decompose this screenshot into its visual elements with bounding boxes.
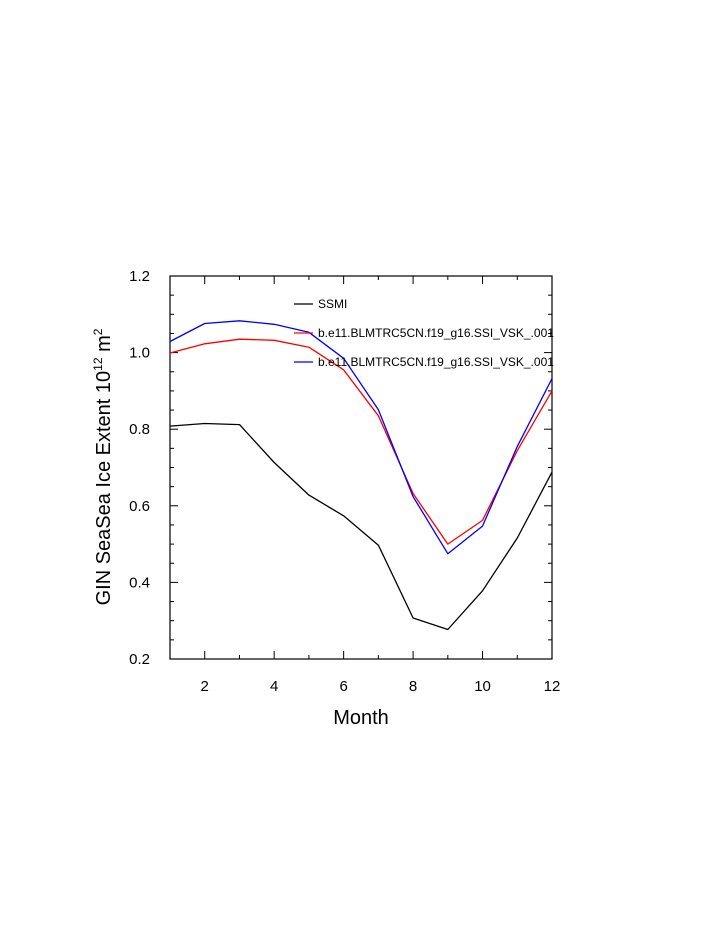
axis-ticks <box>169 275 553 660</box>
series-lines <box>169 320 553 631</box>
tick-labels: 2 4 6 8 10 12 0.2 0.4 0.6 0.8 1.0 1.2 <box>129 268 560 695</box>
legend-label-red: b.e11.BLMTRC5CN.f19_g16.SSI_VSK_.001 <box>318 326 554 340</box>
series-line-ssmi <box>169 422 553 631</box>
x-tick-label: 12 <box>544 678 561 695</box>
y-tick-label: 0.8 <box>129 421 150 438</box>
x-tick-label: 10 <box>474 678 491 695</box>
legend-label-blue: b.e11.BLMTRC5CN.f19_g16.SSI_VSK_.001 <box>318 355 554 369</box>
y-axis-title-unit: m <box>93 335 115 357</box>
x-tick-label: 4 <box>270 678 278 695</box>
y-tick-label: 0.6 <box>129 498 150 515</box>
y-tick-label: 1.0 <box>129 345 150 362</box>
y-axis-title-unit-exponent: 2 <box>91 328 105 335</box>
y-axis-title-exponent: 12 <box>91 357 105 371</box>
series-line-red <box>169 338 553 545</box>
legend-label-ssmi: SSMI <box>318 297 347 311</box>
legend: SSMI b.e11.BLMTRC5CN.f19_g16.SSI_VSK_.00… <box>294 297 554 369</box>
x-tick-label: 6 <box>339 678 347 695</box>
y-tick-label: 0.2 <box>129 651 150 668</box>
y-axis-title: GIN SeaSea Ice Extent 1012 m2 <box>91 328 115 605</box>
x-tick-label: 2 <box>201 678 209 695</box>
x-tick-label: 8 <box>409 678 417 695</box>
y-tick-label: 0.4 <box>129 574 150 591</box>
series-line-blue <box>169 320 553 555</box>
x-axis-title: Month <box>333 707 389 729</box>
y-axis-title-main: GIN SeaSea Ice Extent 10 <box>93 371 115 606</box>
y-tick-label: 1.2 <box>129 268 150 285</box>
